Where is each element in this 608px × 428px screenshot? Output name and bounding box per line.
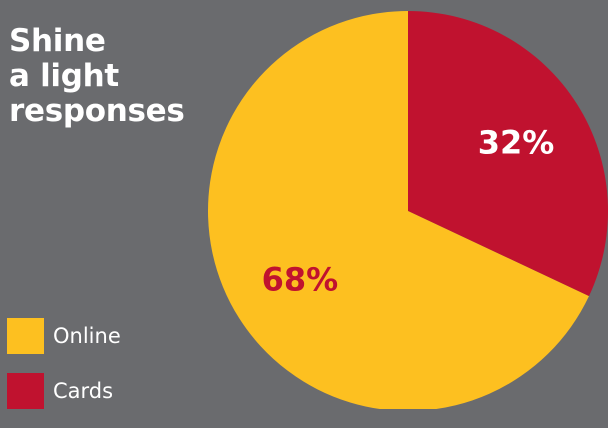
chart-title-line-3: responses [9,93,185,129]
legend-item-online: Online [7,318,121,354]
pie-slices [208,11,608,409]
pie-slice-label-online: 68% [262,261,339,299]
pie-slice-online [208,11,589,409]
pie-slice-label-cards: 32% [478,123,555,161]
legend-label-cards: Cards [53,379,114,403]
legend-label-online: Online [53,324,121,348]
chart-title-line-1: Shine [9,23,106,59]
pie-chart: 32% 68% [208,11,608,409]
legend-item-cards: Cards [7,373,121,409]
chart-title: Shine a light responses [9,24,185,129]
pie-slice-cards [408,11,608,297]
legend: Online Cards [7,318,121,428]
legend-swatch-online [7,318,44,354]
chart-title-line-2: a light [9,58,119,94]
pie-slice-labels: 32% 68% [262,123,555,298]
legend-swatch-cards [7,373,44,409]
